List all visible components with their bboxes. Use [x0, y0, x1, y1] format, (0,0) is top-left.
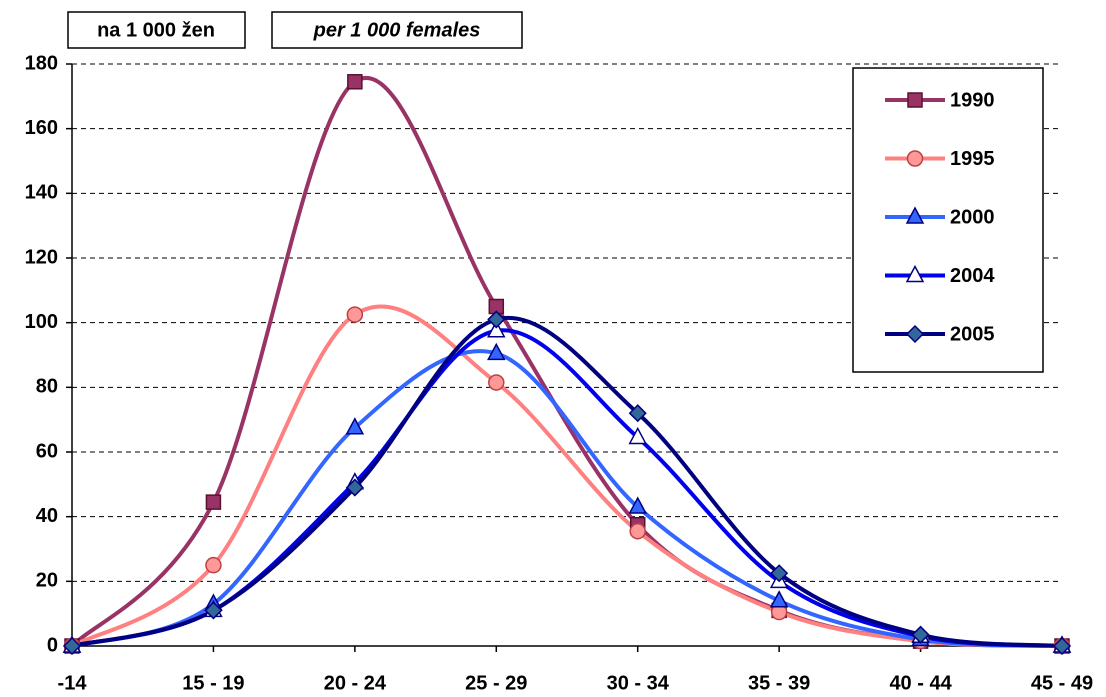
legend-marker: [907, 92, 923, 108]
y-tick-label: 60: [36, 440, 58, 462]
legend-label: 2005: [950, 323, 995, 345]
y-tick-label: 80: [36, 376, 58, 398]
x-tick-label: 15 - 19: [182, 672, 244, 694]
data-point: [487, 320, 506, 338]
data-point: [629, 522, 646, 540]
annotation-box: [67, 11, 246, 49]
legend-label: 1990: [950, 89, 995, 111]
series-line: [71, 304, 1063, 648]
data-point: [487, 342, 506, 361]
data-point: [488, 374, 505, 391]
annotation-box: [271, 11, 523, 49]
data-point: [769, 590, 789, 608]
legend-marker: [905, 264, 925, 283]
x-tick-label: 20 - 24: [324, 672, 387, 694]
y-tick-label: 40: [36, 505, 58, 527]
x-tick-label: 30 - 34: [607, 672, 670, 694]
data-point: [62, 636, 82, 656]
y-tick-label: 100: [25, 311, 58, 333]
data-point: [628, 404, 647, 423]
x-tick-label: 25 - 29: [465, 672, 527, 694]
data-point: [770, 564, 789, 583]
legend-box: [852, 67, 1044, 373]
legend-label: 2004: [950, 265, 995, 287]
data-point: [345, 417, 365, 435]
legend-marker: [905, 324, 925, 344]
x-tick-label: 45 - 49: [1031, 672, 1093, 694]
x-tick-label: 35 - 39: [748, 672, 810, 694]
series-line: [71, 349, 1063, 648]
y-tick-label: 180: [25, 52, 58, 74]
x-tick-label: 40 - 44: [889, 672, 952, 694]
data-point: [487, 310, 506, 329]
data-point: [628, 426, 647, 445]
data-point: [204, 601, 223, 620]
y-tick-label: 120: [25, 246, 58, 268]
y-tick-label: 160: [25, 117, 58, 139]
legend-label: 2000: [950, 206, 995, 228]
data-point: [911, 625, 930, 644]
data-point: [346, 306, 364, 323]
data-point: [1052, 636, 1072, 656]
legend-marker: [905, 206, 925, 224]
x-tick-label: -14: [58, 672, 88, 694]
y-tick-label: 0: [47, 634, 58, 656]
data-point: [628, 496, 647, 514]
y-tick-label: 140: [25, 182, 58, 204]
legend-label: 1995: [950, 148, 995, 170]
data-point: [205, 494, 222, 510]
data-point: [347, 74, 363, 90]
legend-marker: [906, 150, 924, 167]
annotation: na 1 000 žen: [97, 19, 215, 41]
annotation: per 1 000 females: [313, 19, 481, 41]
data-point: [205, 556, 222, 574]
data-point: [345, 478, 364, 497]
y-tick-label: 20: [36, 570, 58, 592]
series-line: [71, 315, 1063, 648]
